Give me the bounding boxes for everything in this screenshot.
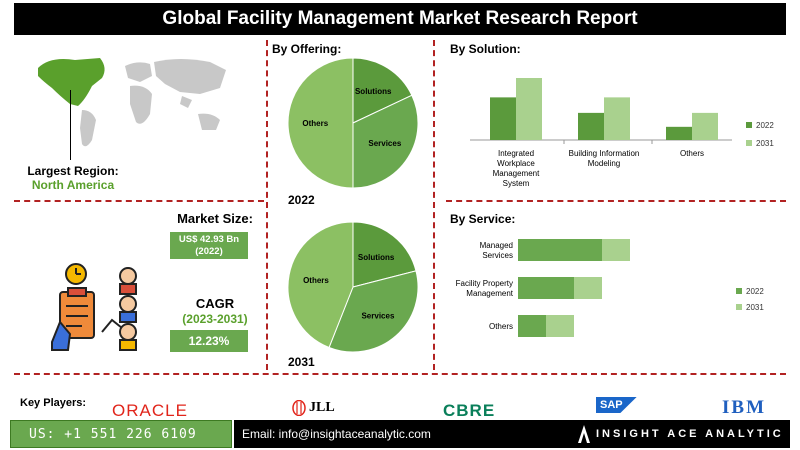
service-legend-swatch-2022 — [736, 288, 742, 294]
solution-category-label-0: Management — [493, 169, 540, 178]
business-analysis-icon — [51, 263, 137, 351]
service-legend-label-2031: 2031 — [746, 303, 764, 312]
pie-2022-label-others: Others — [302, 119, 328, 128]
market-size-box: US$ 42.93 Bn (2022) — [170, 232, 248, 259]
jll-logo-group: JLL — [292, 400, 335, 416]
solution-bar-2-2022 — [666, 126, 692, 140]
service-section-title: By Service: — [450, 212, 516, 226]
service-bar-1-2022 — [518, 277, 574, 299]
solution-category-label-0: Integrated — [498, 149, 534, 158]
service-category-label-2: Others — [489, 322, 513, 331]
market-size-label: Market Size: — [177, 211, 253, 226]
region-pointer-line — [70, 90, 71, 160]
cagr-years: (2023-2031) — [182, 312, 248, 326]
solution-bar-1-2031 — [604, 97, 630, 140]
solution-section-title: By Solution: — [450, 42, 521, 56]
service-category-label-1: Facility Property — [456, 279, 513, 288]
service-legend-label-2022: 2022 — [746, 287, 764, 296]
solution-category-label-0: System — [503, 179, 530, 188]
brand-name: INSIGHT ACE ANALYTIC — [596, 428, 784, 440]
solution-category-label-2: Others — [680, 149, 704, 158]
pie-year-2031: 2031 — [288, 355, 315, 369]
pie-2022-label-services: Services — [368, 139, 401, 148]
solution-category-label-1: Modeling — [588, 159, 620, 168]
pie-2031-label-services: Services — [361, 311, 394, 320]
pie-2031-slice-solutions — [352, 221, 417, 288]
email-contact[interactable]: Email: info@insightaceanalytic.com — [242, 427, 431, 441]
solution-bar-0-2031 — [516, 78, 542, 140]
footer-bar: Email: info@insightaceanalytic.com INSIG… — [234, 420, 790, 448]
jll-mark-icon — [292, 400, 306, 416]
service-bar-1-2031 — [574, 277, 602, 299]
service-category-label-0: Managed — [480, 241, 513, 250]
cagr-value: 12.23% — [170, 330, 248, 352]
pie-chart-2022: Solutions Services Others — [287, 57, 419, 189]
market-size-year: (2022) — [195, 246, 223, 257]
divider-horizontal-bottom — [14, 373, 786, 375]
pie-2031-label-others: Others — [303, 276, 329, 285]
solution-legend-swatch-2031 — [746, 140, 752, 146]
solution-legend-label-2031: 2031 — [756, 139, 774, 148]
cbre-logo: CBRE — [443, 401, 496, 420]
divider-horizontal-left — [14, 200, 264, 202]
divider-vertical-left — [266, 40, 268, 370]
solution-legend-swatch-2022 — [746, 122, 752, 128]
pie-2022-slice-others — [287, 57, 354, 189]
service-bar-0-2031 — [602, 239, 630, 261]
service-bar-0-2022 — [518, 239, 602, 261]
pie-chart-2031: Solutions Services Others — [287, 221, 419, 353]
sap-logo: SAP — [596, 397, 637, 413]
solution-category-label-1: Building Information — [569, 149, 640, 158]
pie-2022-label-solutions: Solutions — [355, 87, 392, 96]
page-title: Global Facility Management Market Resear… — [14, 3, 786, 35]
key-players-label: Key Players: — [20, 397, 87, 409]
pie-2031-label-solutions: Solutions — [358, 253, 395, 262]
divider-vertical-right — [433, 40, 435, 370]
oracle-logo: ORACLE — [112, 401, 188, 420]
pie-2031-slice-services — [328, 270, 419, 353]
insightace-logo-icon — [578, 425, 590, 443]
service-category-label-0: Services — [482, 251, 513, 260]
service-bar-2-2031 — [546, 315, 574, 337]
divider-horizontal-right — [446, 200, 786, 202]
solution-bar-0-2022 — [490, 97, 516, 140]
solution-bar-2-2031 — [692, 112, 718, 140]
pie-2022-slice-solutions — [352, 57, 413, 124]
pie-2031-slice-others — [287, 221, 354, 349]
pie-year-2022: 2022 — [288, 193, 315, 207]
world-map-icon — [38, 58, 226, 147]
offering-section-title: By Offering: — [272, 42, 342, 56]
solution-category-label-0: Workplace — [497, 159, 535, 168]
service-category-label-1: Management — [466, 289, 513, 298]
cagr-label: CAGR — [195, 296, 235, 311]
pie-2022-slice-services — [352, 94, 419, 189]
phone-contact[interactable]: US: +1 551 226 6109 — [10, 420, 232, 448]
market-size-value: US$ 42.93 Bn — [178, 234, 240, 245]
jll-logo: JLL — [309, 400, 335, 415]
solution-bar-1-2022 — [578, 112, 604, 140]
ibm-logo: IBM — [722, 397, 766, 418]
solution-legend-label-2022: 2022 — [756, 121, 774, 130]
service-legend-swatch-2031 — [736, 304, 742, 310]
largest-region-label: Largest Region: — [27, 164, 119, 178]
service-bar-2-2022 — [518, 315, 546, 337]
largest-region-value: North America — [31, 178, 115, 192]
